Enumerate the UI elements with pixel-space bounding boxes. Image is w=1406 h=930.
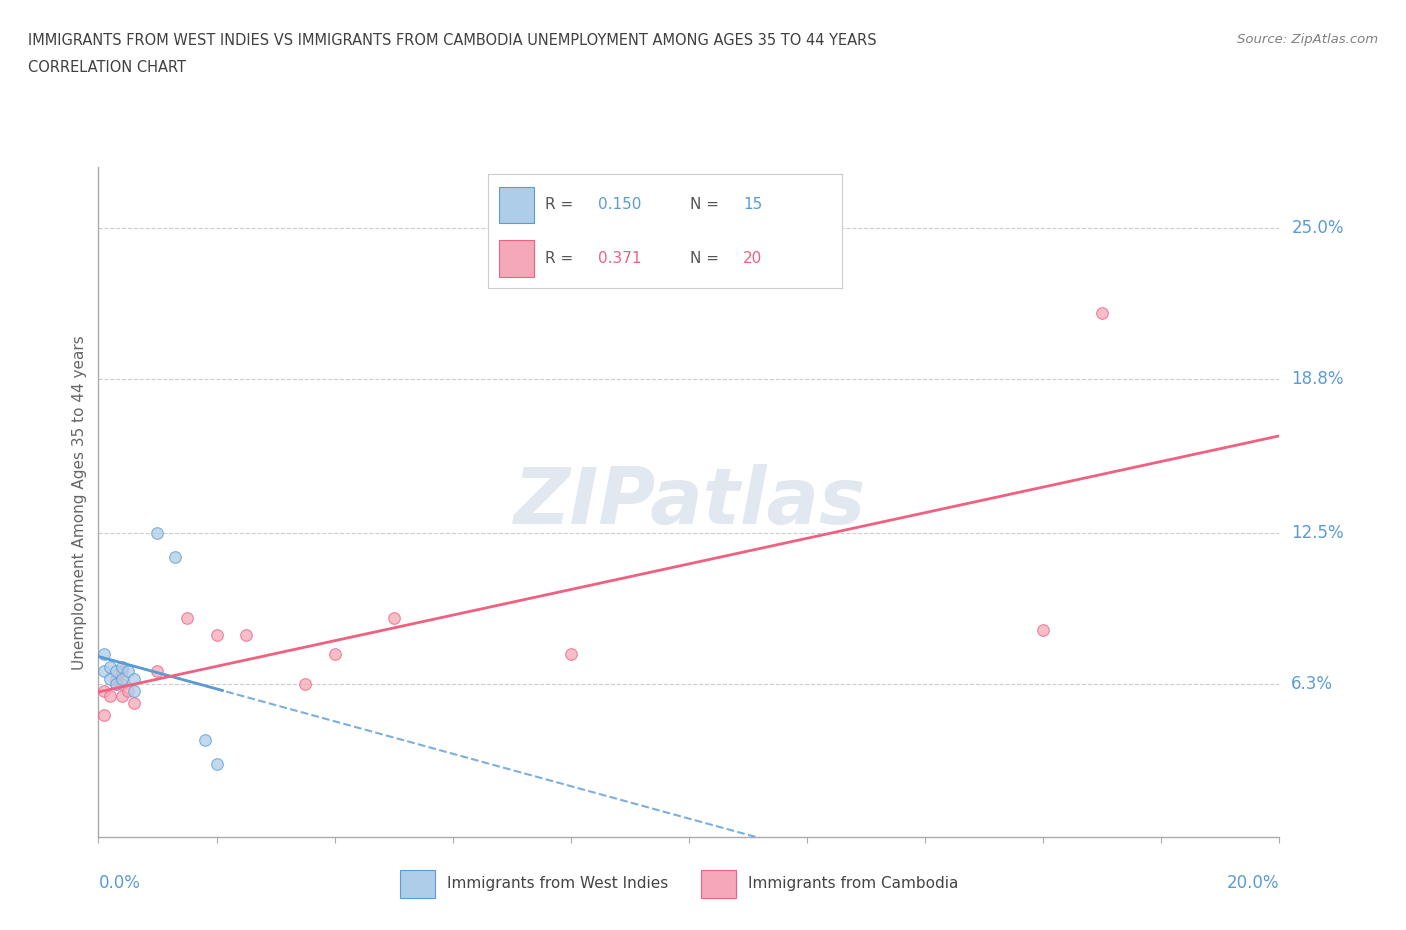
- Point: [111, 664, 134, 679]
- Point: [98, 688, 121, 703]
- Point: [323, 647, 346, 662]
- Point: [98, 659, 121, 674]
- Point: [176, 610, 198, 625]
- Point: [93, 647, 115, 662]
- Point: [111, 688, 134, 703]
- Point: [146, 525, 169, 540]
- Point: [1032, 622, 1054, 637]
- Y-axis label: Unemployment Among Ages 35 to 44 years: Unemployment Among Ages 35 to 44 years: [72, 335, 87, 670]
- Point: [105, 676, 128, 691]
- Point: [105, 671, 128, 686]
- Point: [98, 671, 121, 686]
- Text: CORRELATION CHART: CORRELATION CHART: [28, 60, 186, 75]
- Text: ZIPatlas: ZIPatlas: [513, 464, 865, 540]
- Point: [122, 671, 145, 686]
- Point: [105, 676, 128, 691]
- Point: [205, 756, 228, 771]
- Point: [382, 610, 405, 625]
- Text: 6.3%: 6.3%: [1291, 674, 1333, 693]
- Text: 20.0%: 20.0%: [1227, 874, 1279, 892]
- Point: [294, 676, 316, 691]
- Point: [105, 664, 128, 679]
- Text: 12.5%: 12.5%: [1291, 524, 1344, 541]
- Point: [146, 664, 169, 679]
- Point: [111, 671, 134, 686]
- Point: [122, 684, 145, 698]
- Text: 18.8%: 18.8%: [1291, 370, 1344, 388]
- Point: [560, 647, 582, 662]
- Point: [165, 550, 187, 565]
- Point: [194, 732, 217, 747]
- Point: [235, 628, 257, 643]
- Point: [93, 684, 115, 698]
- Text: 25.0%: 25.0%: [1291, 219, 1344, 237]
- Point: [205, 628, 228, 643]
- Text: 0.0%: 0.0%: [98, 874, 141, 892]
- Point: [93, 708, 115, 723]
- Point: [117, 664, 139, 679]
- Point: [1091, 306, 1114, 321]
- Text: IMMIGRANTS FROM WEST INDIES VS IMMIGRANTS FROM CAMBODIA UNEMPLOYMENT AMONG AGES : IMMIGRANTS FROM WEST INDIES VS IMMIGRANT…: [28, 33, 877, 47]
- Point: [93, 664, 115, 679]
- Point: [122, 696, 145, 711]
- Point: [111, 659, 134, 674]
- Text: Source: ZipAtlas.com: Source: ZipAtlas.com: [1237, 33, 1378, 46]
- Point: [117, 684, 139, 698]
- Point: [111, 676, 134, 691]
